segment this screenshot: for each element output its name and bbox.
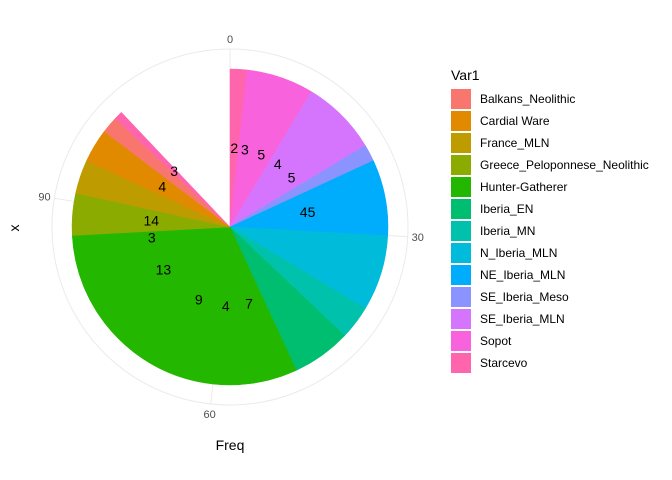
legend-label: Iberia_MN [480,224,535,238]
legend-key [451,243,471,263]
legend-key [451,177,471,197]
theta-tick-label: 30 [412,232,424,244]
legend-key [451,353,471,373]
slice-label: 13 [156,262,172,278]
legend-label: Hunter-Gatherer [480,180,567,194]
legend-key [451,221,471,241]
theta-tick-label: 90 [38,192,50,204]
y-axis-title: x [6,225,22,232]
slice-label: 45 [300,204,316,220]
legend-label: Cardial Ware [480,114,550,128]
pie-slices [71,68,389,386]
legend-label: SE_Iberia_Meso [480,290,569,304]
legend-label: Balkans_Neolithic [480,92,575,106]
theta-tick-label: 0 [227,34,233,46]
legend: Var1 Balkans_Neolithic Cardial Ware France… [451,67,649,373]
legend-label: Iberia_EN [480,202,533,216]
slice-label: 4 [274,156,282,172]
legend-key [451,287,471,307]
slice-label: 3 [148,230,156,246]
slice-label: 14 [143,213,159,229]
theta-tick-label: 60 [204,409,216,421]
legend-label: SE_Iberia_MLN [480,312,565,326]
legend-label: Sopot [480,334,512,348]
slice-label: 3 [170,163,178,179]
slice-label: 5 [288,170,296,186]
legend-key [451,155,471,175]
slice-label: 4 [158,178,166,194]
legend-key [451,331,471,351]
slice-label: 4 [222,298,230,314]
slice-label: 5 [257,146,265,162]
legend-key [451,111,471,131]
theta-ticks: 0 30 60 90 [38,34,423,421]
legend-key [451,89,471,109]
legend-label: N_Iberia_MLN [480,246,557,260]
legend-key [451,199,471,219]
legend-label: NE_Iberia_MLN [480,268,565,282]
slice-label: 9 [195,292,203,308]
legend-key [451,265,471,285]
slice-label: 3 [241,141,249,157]
slice-label: 7 [245,296,253,312]
legend-title: Var1 [451,67,480,83]
pie-slice-hunter-gatherer [75,226,231,354]
legend-key [451,309,471,329]
legend-key [451,133,471,153]
slice-label: 2 [230,140,238,156]
x-axis-title: Freq [216,437,245,453]
legend-label: Greece_Peloponnese_Neolithic [480,158,649,172]
pie-slice-starcevo [114,111,231,228]
legend-label: France_MLN [480,136,549,150]
legend-label: Starcevo [480,356,528,370]
